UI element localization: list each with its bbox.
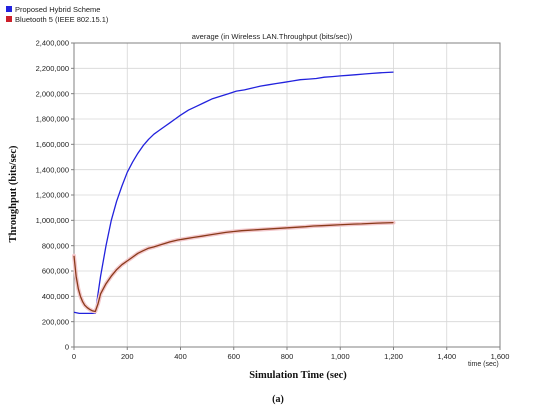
x-tick-label: 1,600 [491, 352, 510, 361]
axes [71, 42, 501, 350]
x-axis-unit-label: time (sec) [468, 361, 499, 368]
x-tick-label: 600 [227, 352, 240, 361]
y-tick-label: 1,000,000 [36, 216, 69, 225]
y-tick-label: 1,400,000 [36, 165, 69, 174]
y-tick-label: 2,200,000 [36, 64, 69, 73]
figure-caption: (a) [272, 394, 284, 405]
x-tick-label: 1,400 [437, 352, 456, 361]
y-tick-label: 800,000 [42, 241, 69, 250]
y-tick-label: 1,200,000 [36, 191, 69, 200]
x-tick-label: 0 [72, 352, 76, 361]
y-tick-label: 2,000,000 [36, 89, 69, 98]
x-tick-label: 200 [121, 352, 134, 361]
y-tick-label: 1,800,000 [36, 115, 69, 124]
series-line-hybrid [73, 71, 394, 315]
y-tick-label: 1,600,000 [36, 140, 69, 149]
x-tick-label: 400 [174, 352, 187, 361]
legend-label: Bluetooth 5 (IEEE 802.15.1) [15, 15, 109, 24]
plot-title: average (in Wireless LAN.Throughput (bit… [192, 32, 353, 41]
grid [74, 43, 500, 347]
y-tick-label: 200,000 [42, 317, 69, 326]
y-tick-label: 2,400,000 [36, 39, 69, 48]
y-axis-title: Throughput (bits/sec) [8, 145, 19, 242]
x-tick-label: 1,200 [384, 352, 403, 361]
series-line-bluetooth [73, 221, 394, 313]
y-tick-labels: 0 200,000 400,000 600,000 800,000 1,000,000 1,… [36, 39, 69, 352]
x-tick-label: 800 [281, 352, 294, 361]
x-tick-label: 1,000 [331, 352, 350, 361]
x-tick-labels: 0 200 400 600 800 1,000 1,200 1,400 1,600 [72, 352, 509, 361]
x-axis-title: Simulation Time (sec) [249, 370, 347, 381]
legend-swatch [6, 6, 12, 12]
series-lines [72, 71, 396, 315]
y-tick-label: 600,000 [42, 267, 69, 276]
legend-swatch [6, 16, 12, 22]
y-tick-label: 400,000 [42, 292, 69, 301]
legend-label: Proposed Hybrid Scheme [15, 5, 100, 14]
y-tick-label: 0 [65, 343, 69, 352]
